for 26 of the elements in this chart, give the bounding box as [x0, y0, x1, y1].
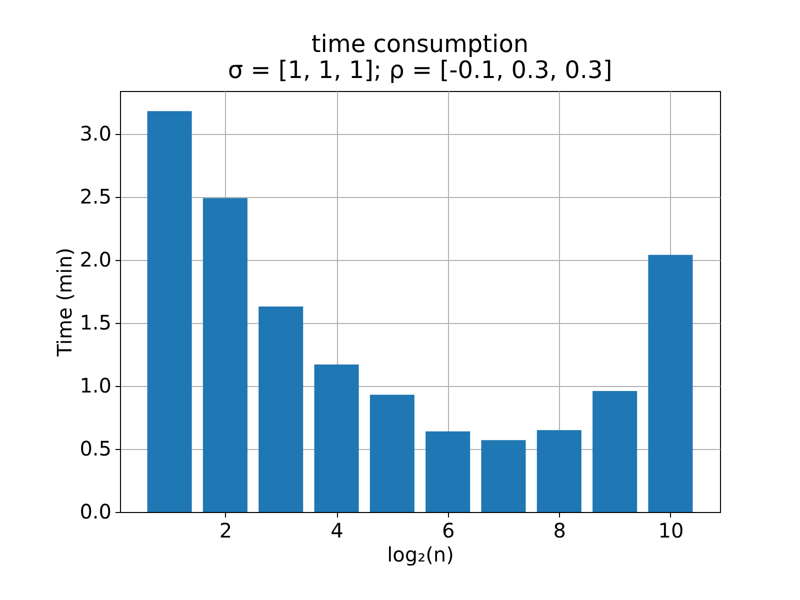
- y-tick-label: 2.0: [80, 247, 112, 272]
- y-tick-label: 2.5: [80, 184, 112, 208]
- y-tick-label: 1.5: [80, 310, 112, 334]
- x-tick-label: 2: [219, 518, 232, 542]
- y-tick-label: 0.0: [80, 500, 112, 524]
- x-axis-title: log₂(n): [387, 542, 454, 566]
- bar: [314, 364, 359, 512]
- y-tick-label: 1.0: [80, 373, 112, 398]
- x-tick-label: 4: [330, 518, 344, 542]
- bar: [592, 390, 638, 512]
- bar: [202, 198, 248, 512]
- y-tick-label: 0.5: [80, 436, 112, 460]
- bar: [147, 111, 192, 512]
- bar: [648, 254, 693, 512]
- bar: [370, 394, 414, 512]
- x-tick-label: 6: [442, 518, 455, 542]
- chart-title: time consumption: [311, 30, 529, 58]
- bar: [536, 430, 582, 512]
- y-tick-label: 3.0: [80, 121, 112, 146]
- bar: [426, 431, 470, 512]
- x-tick-label: 8: [553, 518, 566, 542]
- chart-subtitle: σ = [1, 1, 1]; ρ = [-0.1, 0.3, 0.3]: [228, 56, 612, 84]
- x-tick-label: 10: [658, 518, 684, 542]
- y-axis-title: Time (min): [52, 248, 77, 358]
- bar: [258, 306, 304, 512]
- bar: [481, 440, 526, 512]
